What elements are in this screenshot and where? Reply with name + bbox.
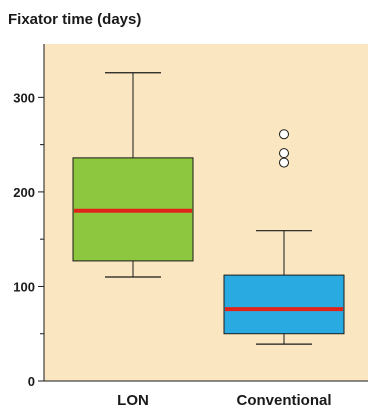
outlier-point — [279, 148, 289, 159]
box-conventional — [223, 129, 345, 345]
y-axis-title: Fixator time (days) — [8, 11, 141, 28]
y-tick-label: 200 — [13, 185, 35, 200]
box-lon — [72, 72, 194, 278]
outlier-point — [279, 129, 289, 140]
x-category-label: Conventional — [236, 392, 331, 409]
y-tick-label: 0 — [28, 374, 35, 389]
boxes-group — [72, 72, 345, 345]
x-category-label: LON — [117, 392, 149, 409]
outlier-point — [279, 157, 289, 168]
axes: 0 100 200 300 — [13, 44, 368, 389]
iqr-box — [223, 274, 345, 335]
y-tick-label: 100 — [13, 279, 35, 294]
y-tick-label: 300 — [13, 90, 35, 105]
x-axis-labels: LON Conventional — [117, 392, 331, 409]
